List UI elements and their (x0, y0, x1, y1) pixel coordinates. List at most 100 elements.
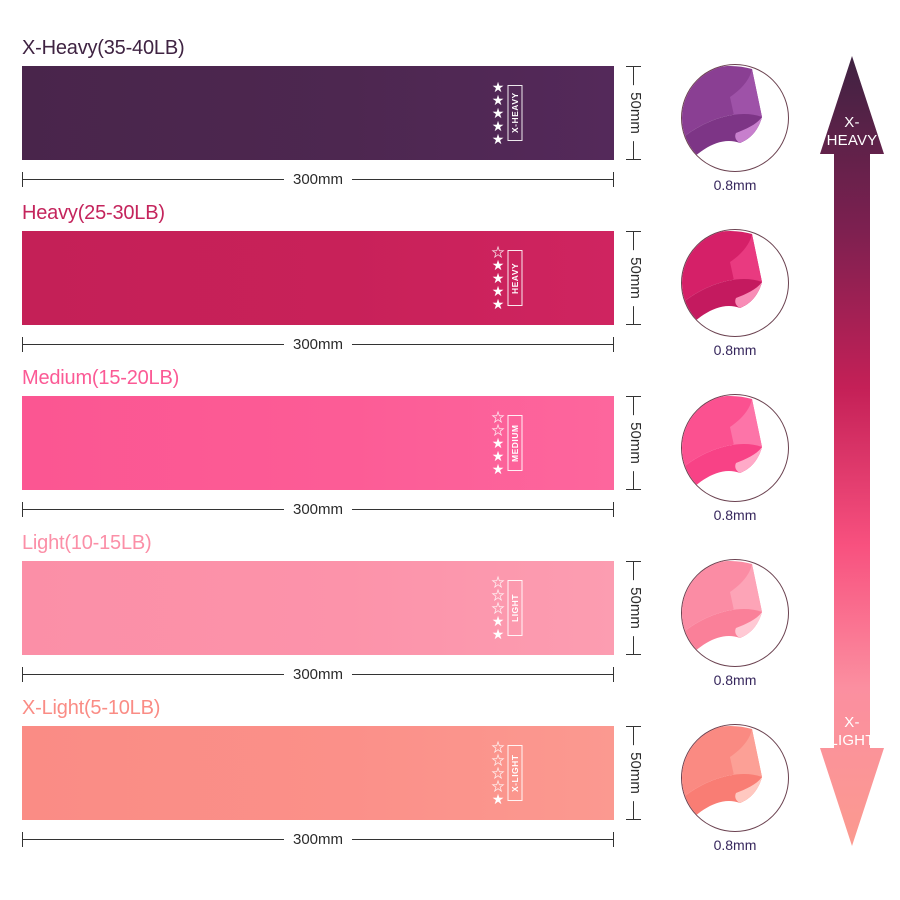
star-filled-icon: ★ (491, 130, 505, 147)
band-title-heavy: Heavy(25-30LB) (22, 202, 165, 224)
star-rating-x-heavy: ★ ★ ★ ★ ★ (492, 76, 505, 150)
length-dimension-label: 300mm (283, 665, 353, 684)
band-row-heavy: Heavy(25-30LB) ★ ★ ★ ★ ★ HEAVY 300 (0, 195, 660, 360)
length-dimension-medium: 300mm (22, 500, 614, 520)
dimension-end-cap (626, 66, 641, 67)
dimension-end-cap (22, 832, 23, 847)
inset-circle (681, 394, 789, 502)
dimension-end-cap (626, 324, 641, 325)
thickness-label-x-heavy: 0.8mm (713, 177, 757, 193)
star-hollow-icon: ★ (491, 421, 505, 438)
dimension-end-cap (22, 667, 23, 682)
band-mark-heavy: ★ ★ ★ ★ ★ HEAVY (491, 241, 522, 315)
thickness-label-x-light: 0.8mm (713, 837, 757, 853)
thickness-label-heavy: 0.8mm (713, 342, 757, 358)
band-mark-light: ★ ★ ★ ★ ★ LIGHT (491, 571, 522, 645)
width-dimension-label: 50mm (626, 580, 644, 636)
star-filled-icon: ★ (491, 282, 505, 299)
band-badge-light: LIGHT (507, 580, 522, 636)
band-mark-medium: ★ ★ ★ ★ ★ MEDIUM (491, 406, 522, 480)
band-strip-light: ★ ★ ★ ★ ★ LIGHT (22, 561, 614, 655)
star-hollow-icon: ★ (491, 764, 505, 781)
dimension-end-cap (626, 819, 641, 820)
band-strip-heavy: ★ ★ ★ ★ ★ HEAVY (22, 231, 614, 325)
band-title-light: Light(10-15LB) (22, 532, 152, 554)
band-badge-medium: MEDIUM (507, 415, 522, 471)
star-filled-icon: ★ (491, 434, 505, 451)
width-dimension-medium: 50mm (622, 396, 648, 490)
star-hollow-icon: ★ (491, 599, 505, 616)
resistance-scale-arrow: X- HEAVY X- LIGHT (812, 56, 892, 846)
dimension-end-cap (613, 337, 614, 352)
star-filled-icon: ★ (491, 612, 505, 629)
star-hollow-icon: ★ (491, 243, 505, 260)
scale-arrow-bottom-label-line2: LIGHT (829, 732, 875, 749)
star-rating-x-light: ★ ★ ★ ★ ★ (491, 736, 505, 810)
length-dimension-label: 300mm (283, 500, 353, 519)
dimension-end-cap (613, 502, 614, 517)
band-rows-column: X-Heavy(35-40LB) ★ ★ ★ ★ ★ X-HEAVY (0, 30, 660, 849)
star-filled-icon: ★ (491, 91, 505, 108)
band-badge-heavy: HEAVY (507, 250, 522, 306)
thickness-insets-column: 0.8mm 0.8mm 0. (660, 0, 810, 900)
width-dimension-x-light: 50mm (622, 726, 648, 820)
width-dimension-label: 50mm (626, 250, 644, 306)
star-rating-medium: ★ ★ ★ ★ ★ (491, 406, 505, 480)
thickness-inset-heavy: 0.8mm (666, 223, 804, 388)
band-title-medium: Medium(15-20LB) (22, 367, 180, 389)
star-filled-icon: ★ (491, 460, 505, 477)
width-dimension-light: 50mm (622, 561, 648, 655)
thickness-inset-x-light: 0.8mm (666, 718, 804, 883)
width-dimension-x-heavy: 50mm (622, 66, 648, 160)
thickness-inset-x-heavy: 0.8mm (666, 58, 804, 223)
star-filled-icon: ★ (491, 104, 505, 121)
scale-arrow-top-label-line2: HEAVY (826, 132, 878, 149)
star-filled-icon: ★ (491, 256, 505, 273)
length-dimension-label: 300mm (283, 830, 353, 849)
star-hollow-icon: ★ (491, 751, 505, 768)
dimension-end-cap (626, 159, 641, 160)
star-filled-icon: ★ (491, 117, 505, 134)
band-strip-x-heavy: ★ ★ ★ ★ ★ X-HEAVY (22, 66, 614, 160)
star-rating-light: ★ ★ ★ ★ ★ (491, 571, 505, 645)
gradient-double-arrow-icon (820, 56, 884, 846)
dimension-end-cap (626, 231, 641, 232)
length-dimension-label: 300mm (283, 335, 353, 354)
star-hollow-icon: ★ (491, 408, 505, 425)
dimension-end-cap (22, 502, 23, 517)
scale-arrow-bottom-label: X- LIGHT (812, 714, 892, 750)
length-dimension-light: 300mm (22, 665, 614, 685)
length-dimension-heavy: 300mm (22, 335, 614, 355)
band-title-x-heavy: X-Heavy(35-40LB) (22, 37, 185, 59)
folded-band-illustration-icon (682, 561, 762, 664)
folded-band-illustration-icon (682, 726, 762, 829)
width-dimension-label: 50mm (626, 745, 644, 801)
band-row-light: Light(10-15LB) ★ ★ ★ ★ ★ LIGHT 300 (0, 525, 660, 690)
scale-arrow-bottom-label-line1: X- (844, 714, 860, 731)
scale-arrow-top-label-line1: X- (844, 114, 860, 131)
star-hollow-icon: ★ (491, 777, 505, 794)
star-filled-icon: ★ (491, 625, 505, 642)
star-filled-icon: ★ (491, 447, 505, 464)
folded-band-illustration-icon (682, 396, 762, 499)
thickness-label-medium: 0.8mm (713, 507, 757, 523)
scale-arrow-top-label: X- HEAVY (812, 114, 892, 150)
folded-band-illustration-icon (682, 231, 762, 334)
star-hollow-icon: ★ (491, 586, 505, 603)
star-filled-icon: ★ (491, 269, 505, 286)
thickness-inset-light: 0.8mm (666, 553, 804, 718)
band-strip-medium: ★ ★ ★ ★ ★ MEDIUM (22, 396, 614, 490)
band-row-x-heavy: X-Heavy(35-40LB) ★ ★ ★ ★ ★ X-HEAVY (0, 30, 660, 195)
dimension-end-cap (22, 172, 23, 187)
length-dimension-x-heavy: 300mm (22, 170, 614, 190)
band-mark-x-light: ★ ★ ★ ★ ★ X-LIGHT (491, 736, 522, 810)
width-dimension-label: 50mm (626, 415, 644, 471)
width-dimension-heavy: 50mm (622, 231, 648, 325)
star-hollow-icon: ★ (491, 573, 505, 590)
star-filled-icon: ★ (491, 78, 505, 95)
dimension-end-cap (613, 172, 614, 187)
dimension-end-cap (613, 832, 614, 847)
dimension-end-cap (626, 654, 641, 655)
band-badge-x-light: X-LIGHT (507, 745, 522, 801)
